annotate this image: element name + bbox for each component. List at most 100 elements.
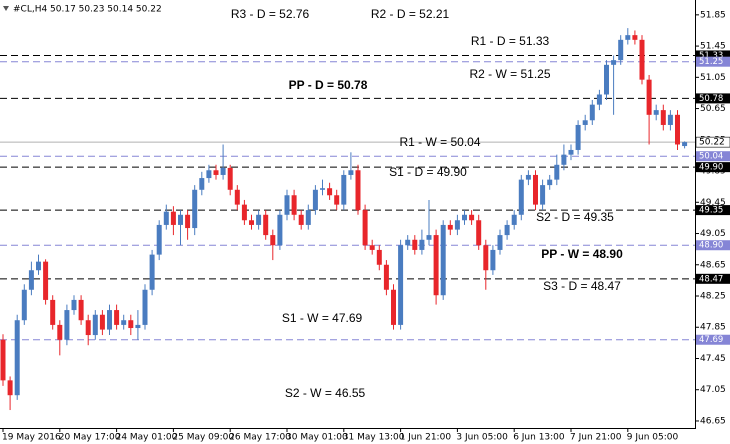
candle-body [525,174,531,180]
level-label: S2 - W = 46.55 [285,386,366,400]
y-tick-label: 49.05 [700,229,726,239]
candle-body [589,104,595,121]
level-label: R3 - D = 52.76 [231,7,310,21]
candle-body [447,224,453,230]
candle-body [660,110,666,125]
candle-body [277,214,283,246]
price-tag [695,136,730,148]
candle-body [454,220,460,230]
level-label: R1 - W = 50.04 [399,135,480,149]
candle-body [28,270,34,290]
level-label: S1 - D = 49.90 [389,165,467,179]
candle-body [298,214,304,225]
price-tag [696,205,730,216]
price-tag [696,93,730,104]
x-tick-label: 26 May 17:00 [229,433,291,443]
y-tick-label: 47.85 [700,323,726,333]
candle-body [334,195,340,205]
x-tick-label: 6 Jun 13:00 [513,433,565,443]
x-tick-label: 24 May 01:00 [116,433,178,443]
level-label: R1 - D = 51.33 [471,34,550,48]
candle-body [85,320,91,336]
candle-body [121,320,127,325]
candle-body [263,214,269,236]
candle-body [547,179,553,186]
candle-body [561,154,567,165]
candle-body [291,195,297,215]
candle-body [540,185,546,205]
candle-body [554,164,560,180]
candle-body [220,167,226,175]
candle-body [57,324,63,340]
candle-body [632,35,638,40]
candle-body [249,220,254,225]
candle-body [50,299,56,325]
candle-body [490,249,496,271]
level-label: S3 - D = 48.47 [543,279,621,293]
level-label: PP - W = 48.90 [541,247,623,261]
candle-body [64,310,70,340]
candle-body [241,204,247,221]
price-tag [696,50,730,61]
candle-body [504,224,510,236]
candle-body [36,261,41,271]
candle-body [675,114,680,145]
candle-body [596,94,602,105]
candle-body [405,239,411,246]
price-tag-label: 48.47 [699,274,723,284]
candle-body [284,195,290,215]
candle-body [511,214,517,225]
level-label: R2 - W = 51.25 [469,67,550,81]
candle-body [440,224,446,296]
candle-body [568,149,574,155]
y-tick-label: 51.85 [700,10,726,20]
price-tag-label: 49.35 [699,206,723,216]
candle-body [639,39,645,80]
price-tag [696,162,730,173]
x-tick-label: 31 May 13:00 [343,433,405,443]
candle-body [43,261,49,300]
candle-body [0,339,6,381]
candle-body [256,214,262,225]
y-tick-label: 46.65 [700,416,726,426]
candle-body [518,179,524,215]
candle-body [582,120,588,125]
level-label: PP - D = 50.78 [289,78,368,92]
candles-layer [0,28,688,411]
candle-body [7,380,13,396]
x-tick-label: 9 Jun 05:00 [627,433,679,443]
candle-body [270,235,276,246]
candle-body [426,235,432,240]
candle-body [327,188,333,196]
x-tick-label: 25 May 09:00 [172,433,234,443]
candle-body [213,170,219,175]
candle-body [142,289,148,325]
header-text: #CL,H4 50.17 50.23 50.14 50.22 [13,5,162,15]
price-tag-label: 50.78 [699,94,723,104]
candle-body [433,235,439,296]
candle-body [398,245,404,325]
price-tag-label: 50.04 [699,152,723,162]
header-icon [3,6,9,11]
candle-body [128,320,134,329]
candle-body [156,224,162,255]
y-tick-label: 51.45 [700,42,726,52]
candle-body [667,114,673,125]
candle-body [206,170,212,179]
price-tag-label: 49.90 [699,163,723,173]
candle-body [312,189,318,211]
candle-body [391,289,396,325]
candle-body [355,170,361,211]
candle-body [604,64,609,95]
candle-body [341,174,347,205]
price-tag-label: 51.25 [699,57,723,67]
y-tick-label: 50.65 [700,104,726,114]
candle-body [135,324,141,329]
candle-body [305,210,311,225]
y-tick-label: 48.25 [700,292,726,302]
candle-body [533,174,538,205]
candle-body [107,310,112,330]
candle-body [199,178,205,190]
x-tick-label: 20 May 17:00 [59,433,121,443]
candle-body [419,239,425,250]
